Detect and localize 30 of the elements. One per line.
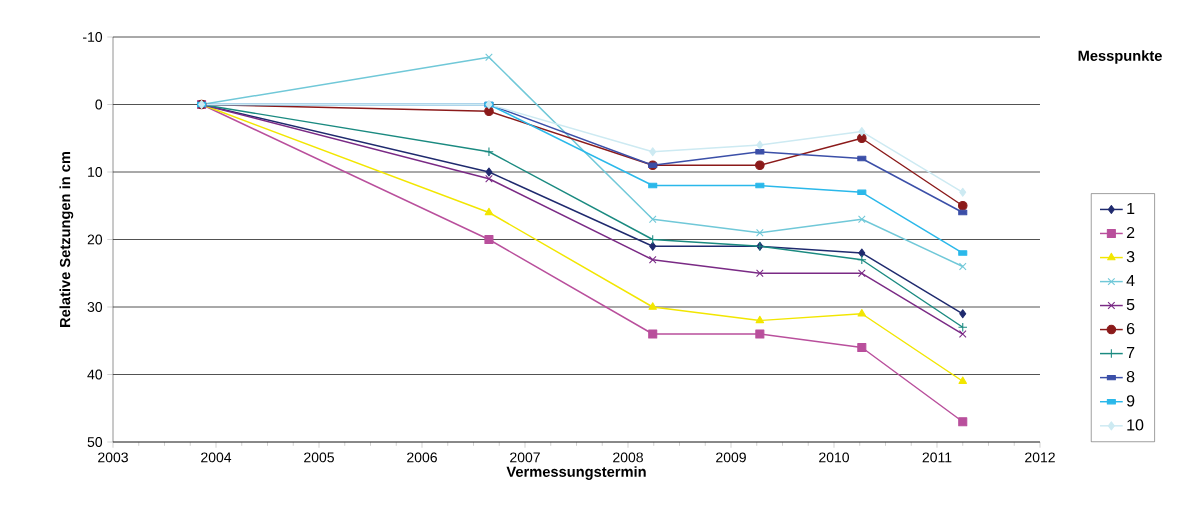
x-tick-label: 2003: [98, 452, 128, 463]
x-tick-label: 2011: [922, 452, 952, 463]
legend-label: 1: [1127, 202, 1135, 214]
legend-label: 5: [1126, 299, 1135, 311]
legend-label: 2: [1126, 226, 1135, 239]
y-tick-label: 50: [87, 437, 103, 447]
y-tick-label: 0: [95, 99, 103, 110]
x-axis-title: Vermessungstermin: [506, 466, 646, 480]
y-tick-label: 30: [87, 302, 103, 312]
legend-label: 3: [1126, 251, 1135, 263]
y-tick-label: 10: [88, 167, 103, 177]
legend-label: 8: [1126, 371, 1135, 383]
x-tick-label: 2005: [304, 452, 334, 463]
y-tick-label: 20: [87, 234, 103, 245]
x-tick-label: 2010: [819, 452, 850, 463]
x-tick-label: 2009: [716, 452, 746, 463]
legend-label: 9: [1126, 395, 1135, 407]
legend-label: 6: [1126, 322, 1135, 335]
y-tick-label: 40: [87, 369, 103, 380]
x-tick-label: 2007: [510, 452, 540, 463]
legend-label: 7: [1126, 347, 1135, 359]
legend-title: Messpunkte: [1078, 50, 1162, 64]
legend-label: 4: [1126, 275, 1135, 287]
x-tick-label: 2006: [407, 452, 437, 463]
x-tick-label: 2008: [613, 452, 643, 463]
y-axis-title: Relative Setzungen in cm: [59, 152, 74, 327]
x-tick-label: 2012: [1025, 452, 1055, 463]
legend-label: 10: [1127, 419, 1144, 431]
y-tick-label: -10: [83, 32, 103, 42]
x-tick-label: 2004: [201, 452, 232, 463]
